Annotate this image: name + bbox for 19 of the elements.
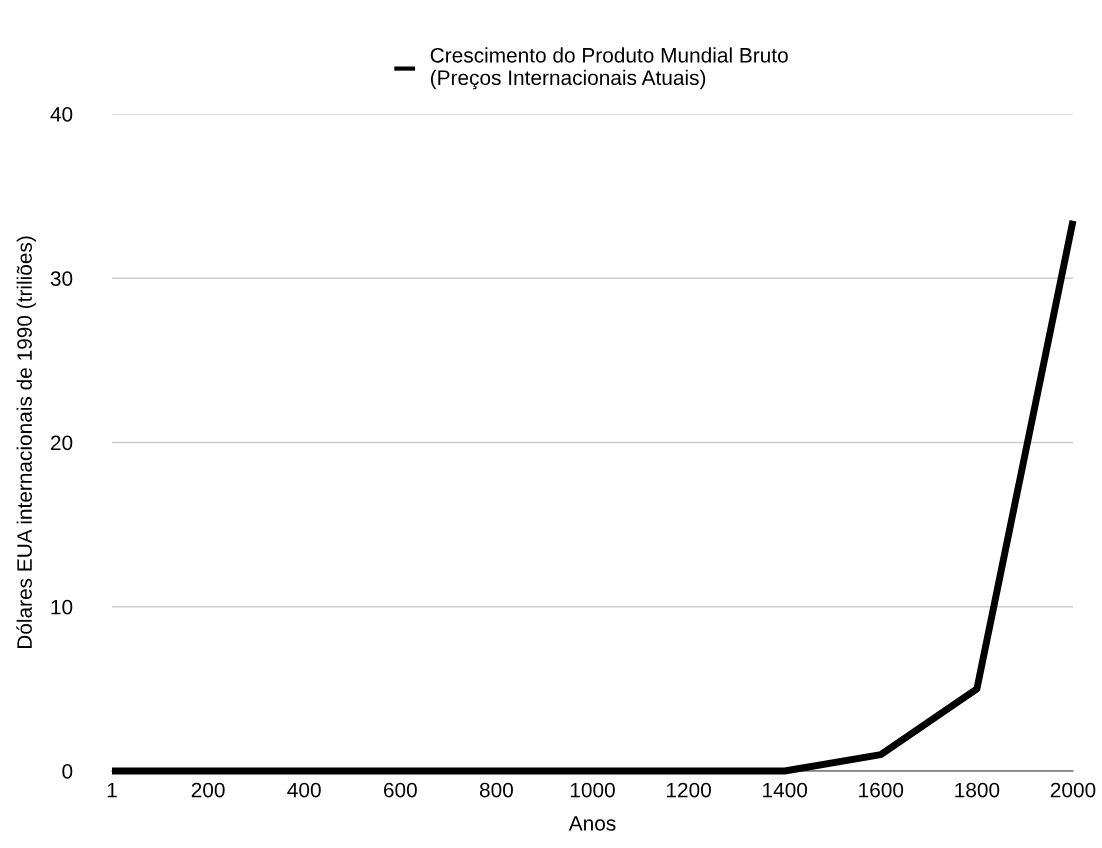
x-tick-label: 1600 [859,782,904,798]
y-tick-label: 20 [50,435,73,451]
y-tick-label: 30 [50,271,73,286]
y-tick-label: 10 [51,599,73,615]
x-tick-label: 2000 [1050,782,1096,798]
x-tick-label: 1200 [667,782,711,798]
x-tick-label: 1400 [763,782,808,798]
y-tick-label: 40 [50,107,73,122]
legend-label: Crescimento do Produto Mundial Bruto (Preços Internacionais Atuais) [430,47,788,90]
y-tick-label: 0 [62,764,73,779]
x-tick-label: 1000 [570,782,615,798]
x-tick-label: 800 [479,782,513,798]
x-tick-label: 200 [191,782,225,798]
x-axis-title: Anos [568,816,616,831]
x-tick-label: 1 [107,782,117,798]
x-tick-label: 600 [383,782,417,798]
x-tick-label: 1800 [955,782,1000,798]
y-axis-title: Dólares EUA internacionais de 1990 (triliões) [16,236,37,649]
x-tick-label: 400 [287,782,321,798]
